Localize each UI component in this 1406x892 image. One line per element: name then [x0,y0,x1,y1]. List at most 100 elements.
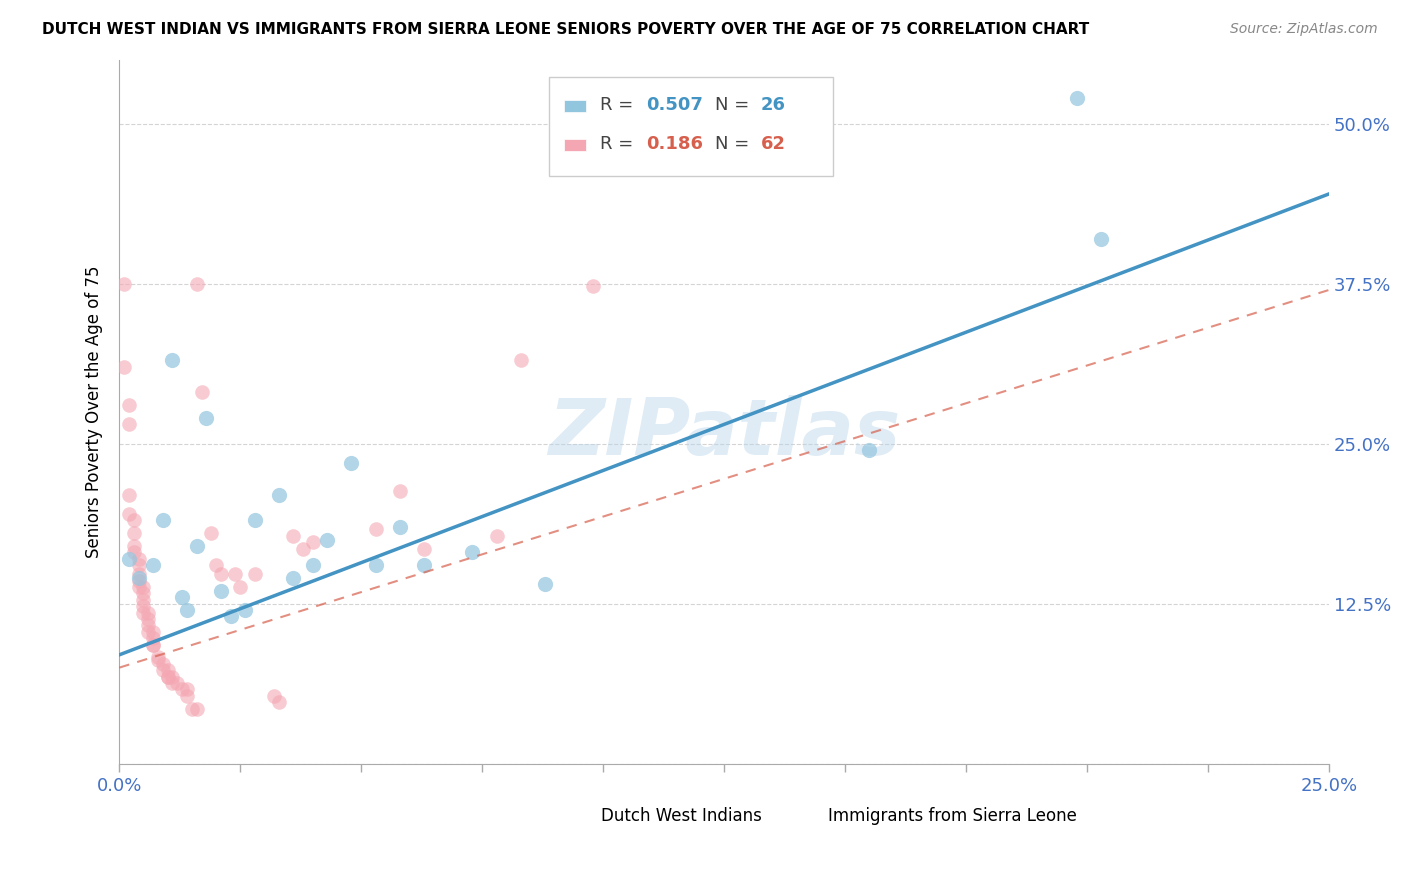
Point [136,606,159,620]
Point [118,552,141,566]
Point [485,529,508,543]
Text: N =: N = [716,135,755,153]
Y-axis label: Seniors Poverty Over the Age of 75: Seniors Poverty Over the Age of 75 [86,266,103,558]
Point [128,571,150,585]
Text: ZIPatlas: ZIPatlas [548,395,900,471]
Point [263,689,285,703]
Text: N =: N = [716,96,755,114]
Point [172,682,194,697]
Point [152,657,174,671]
Point [128,558,150,573]
Point [186,701,208,715]
Point [176,682,198,697]
Text: 62: 62 [761,135,786,153]
Point [156,670,179,684]
Point [122,545,145,559]
Point [195,411,218,425]
Point [224,567,246,582]
Text: 0.507: 0.507 [647,96,703,114]
Point [186,539,208,553]
Point [283,529,305,543]
Point [267,488,290,502]
Point [152,663,174,677]
Point [534,577,557,591]
Bar [564,138,586,151]
Point [316,533,339,547]
Point [233,603,256,617]
Point [142,624,165,639]
Point [283,571,305,585]
Point [136,618,159,632]
Point [162,353,184,368]
Point [132,580,155,594]
Point [364,558,387,573]
Point [136,612,159,626]
Point [190,385,212,400]
Point [118,417,141,432]
Point [146,650,169,665]
Point [292,541,315,556]
Point [176,689,198,703]
Point [142,558,165,573]
Text: DUTCH WEST INDIAN VS IMMIGRANTS FROM SIERRA LEONE SENIORS POVERTY OVER THE AGE O: DUTCH WEST INDIAN VS IMMIGRANTS FROM SIE… [42,22,1090,37]
Point [122,539,145,553]
Point [219,609,242,624]
Point [209,583,232,598]
Point [122,526,145,541]
Point [132,592,155,607]
Bar [572,807,595,825]
Point [461,545,484,559]
Text: 0.186: 0.186 [647,135,703,153]
Point [132,606,155,620]
Point [118,488,141,502]
Point [128,552,150,566]
Point [509,353,531,368]
Point [112,359,135,374]
Point [858,443,880,458]
Text: Dutch West Indians: Dutch West Indians [600,806,762,825]
Point [180,701,202,715]
Point [364,522,387,536]
Point [166,676,188,690]
Point [301,558,323,573]
Bar [564,100,586,112]
Point [301,535,323,549]
Point [172,591,194,605]
Text: R =: R = [600,96,640,114]
Point [186,277,208,291]
Point [132,586,155,600]
Point [132,599,155,614]
Point [118,507,141,521]
Bar [548,78,832,176]
Point [388,520,411,534]
Point [413,541,436,556]
Point [156,670,179,684]
Point [1090,232,1112,246]
Point [122,513,145,527]
Point [112,277,135,291]
Point [128,574,150,588]
Point [162,676,184,690]
Point [209,567,232,582]
Text: 26: 26 [761,96,786,114]
Point [388,483,411,498]
Point [243,567,266,582]
Point [118,398,141,412]
Point [162,670,184,684]
Point [267,695,290,709]
Point [176,603,198,617]
Point [128,567,150,582]
Point [582,279,605,293]
Point [413,558,436,573]
Point [200,526,222,541]
Point [136,624,159,639]
Text: R =: R = [600,135,640,153]
Point [146,653,169,667]
Point [142,638,165,652]
Point [243,513,266,527]
Point [152,513,174,527]
Point [156,663,179,677]
Text: Source: ZipAtlas.com: Source: ZipAtlas.com [1230,22,1378,37]
Point [142,631,165,645]
Bar [800,807,823,825]
